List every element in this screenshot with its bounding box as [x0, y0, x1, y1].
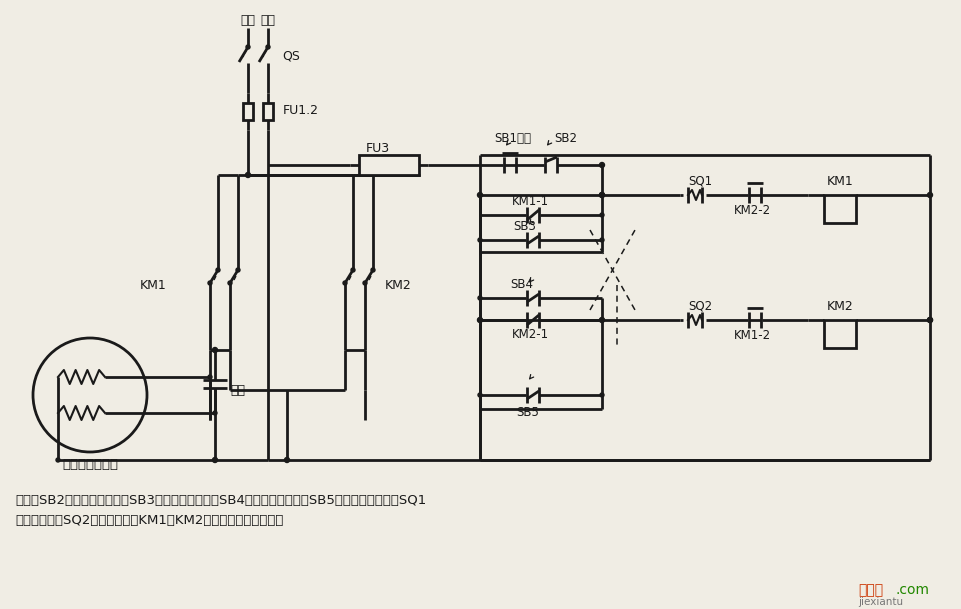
- Circle shape: [56, 458, 60, 462]
- Text: SB4: SB4: [509, 278, 532, 290]
- Circle shape: [362, 281, 366, 285]
- Text: KM1: KM1: [825, 175, 852, 188]
- Circle shape: [246, 45, 250, 49]
- Text: KM1-1: KM1-1: [511, 194, 548, 208]
- Circle shape: [245, 172, 250, 177]
- Circle shape: [600, 393, 604, 397]
- Circle shape: [600, 238, 604, 242]
- Circle shape: [208, 375, 211, 379]
- Text: SB5: SB5: [516, 406, 539, 420]
- Circle shape: [600, 213, 604, 217]
- Text: SQ1: SQ1: [687, 175, 711, 188]
- Circle shape: [599, 192, 604, 197]
- Text: KM2: KM2: [825, 300, 852, 312]
- Text: FU3: FU3: [365, 141, 389, 155]
- Circle shape: [33, 338, 147, 452]
- Circle shape: [926, 317, 931, 323]
- Text: .com: .com: [895, 583, 929, 597]
- Circle shape: [599, 317, 604, 323]
- Bar: [359, 155, 418, 175]
- Bar: [243, 104, 253, 119]
- Circle shape: [477, 317, 482, 323]
- Circle shape: [478, 296, 481, 300]
- Text: KM2-2: KM2-2: [732, 203, 770, 217]
- Circle shape: [266, 45, 270, 49]
- Circle shape: [600, 318, 604, 322]
- Text: SB2: SB2: [554, 132, 577, 144]
- Circle shape: [926, 192, 931, 197]
- Circle shape: [599, 192, 604, 197]
- Bar: [824, 195, 855, 223]
- Text: SB3: SB3: [512, 219, 535, 233]
- Text: jiexiantu: jiexiantu: [857, 597, 902, 607]
- Text: SB1停止: SB1停止: [494, 132, 530, 144]
- Circle shape: [478, 393, 481, 397]
- Circle shape: [235, 268, 239, 272]
- Bar: [824, 320, 855, 348]
- Text: KM1-2: KM1-2: [732, 328, 770, 342]
- Circle shape: [212, 348, 217, 353]
- Circle shape: [284, 457, 289, 462]
- Text: 接线图: 接线图: [857, 583, 882, 597]
- Text: 说明：SB2为上升启动按鈕，SB3为上升点动按鈕，SB4为下降启动按鈕，SB5为下降点动按鈕；SQ1: 说明：SB2为上升启动按鈕，SB3为上升点动按鈕，SB4为下降启动按鈕，SB5为…: [15, 493, 426, 507]
- Circle shape: [208, 281, 211, 285]
- Text: KM1: KM1: [140, 278, 167, 292]
- Circle shape: [212, 411, 217, 415]
- Text: QS: QS: [282, 49, 300, 63]
- Text: SQ2: SQ2: [687, 300, 711, 312]
- Circle shape: [212, 457, 217, 462]
- Text: 电容: 电容: [230, 384, 245, 396]
- Text: 为最高限位，SQ2为最低限位。KM1、KM2可用中间继电器代替。: 为最高限位，SQ2为最低限位。KM1、KM2可用中间继电器代替。: [15, 513, 283, 527]
- Circle shape: [477, 192, 482, 197]
- Circle shape: [599, 163, 604, 167]
- Text: FU1.2: FU1.2: [283, 104, 319, 116]
- Circle shape: [228, 281, 232, 285]
- Circle shape: [926, 317, 931, 323]
- Circle shape: [343, 281, 347, 285]
- Bar: [262, 104, 273, 119]
- Circle shape: [216, 268, 220, 272]
- Text: KM2-1: KM2-1: [511, 328, 548, 340]
- Text: 零线: 零线: [260, 13, 275, 27]
- Text: 单相电容电动机: 单相电容电动机: [62, 459, 118, 471]
- Circle shape: [351, 268, 355, 272]
- Text: 火线: 火线: [240, 13, 256, 27]
- Circle shape: [478, 318, 481, 322]
- Circle shape: [478, 238, 481, 242]
- Text: KM2: KM2: [384, 278, 411, 292]
- Circle shape: [371, 268, 375, 272]
